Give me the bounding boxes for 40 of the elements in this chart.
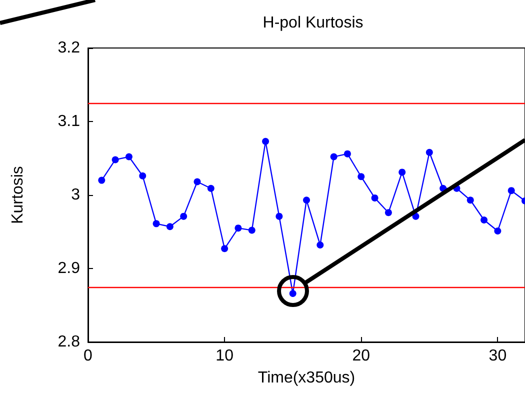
point [303, 196, 310, 204]
point [207, 184, 214, 192]
point [466, 196, 474, 204]
y-axis-title: Kurtosis [10, 166, 26, 224]
point [344, 150, 351, 158]
y-tick-label: 3.2 [58, 40, 80, 56]
x-tick-label: 0 [84, 348, 93, 364]
point [480, 216, 488, 224]
point [494, 228, 502, 235]
point [508, 187, 515, 194]
point [262, 138, 270, 145]
chart-title: H-pol Kurtosis [262, 14, 364, 32]
y-tick-label: 3.1 [58, 113, 80, 130]
x-axis-title: Time(x350us) [258, 370, 356, 386]
point [289, 290, 296, 297]
x-tick-label: 30 [488, 348, 507, 364]
point [139, 172, 146, 180]
y-tick-label: 2.9 [58, 260, 80, 277]
point [384, 209, 392, 216]
y-tick-label: 3 [71, 186, 80, 204]
point [426, 148, 433, 156]
point [152, 220, 160, 228]
point [248, 226, 256, 234]
x-tick-label: 20 [352, 348, 370, 364]
point [112, 156, 119, 164]
y-tick-label: 2.8 [58, 334, 80, 350]
point [221, 245, 228, 252]
x-tick-label: 10 [216, 348, 234, 364]
point [358, 173, 365, 180]
point [371, 194, 378, 202]
point [166, 223, 174, 230]
point [180, 212, 188, 220]
point [316, 241, 324, 248]
point [330, 153, 338, 160]
point [194, 178, 201, 186]
point [234, 224, 242, 232]
point [98, 176, 106, 184]
point [276, 212, 283, 220]
point [398, 168, 406, 176]
point [125, 153, 132, 160]
